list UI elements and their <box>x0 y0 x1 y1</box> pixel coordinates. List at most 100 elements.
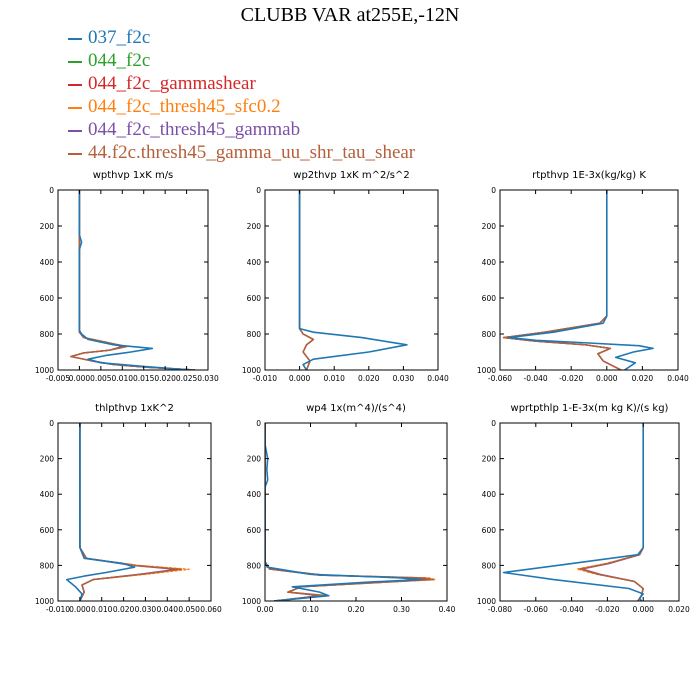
x-tick-label: -0.040 <box>524 374 548 383</box>
x-tick-label: 0.010 <box>323 374 345 383</box>
plot-frame <box>57 189 209 371</box>
y-tick-label: 1000 <box>35 597 54 606</box>
y-tick-label: 600 <box>247 294 262 303</box>
y-tick-label: 400 <box>482 258 497 267</box>
series-group <box>70 190 196 370</box>
y-tick-label: 1000 <box>242 597 261 606</box>
figure-title: CLUBB VAR at255E,-12N <box>240 4 460 26</box>
y-tick-label: 400 <box>247 258 262 267</box>
series-line <box>502 190 622 370</box>
series-line <box>265 423 437 601</box>
y-tick-label: 0 <box>49 419 54 428</box>
series-line <box>70 190 196 370</box>
y-tick-label: 0 <box>256 419 261 428</box>
legend-item: 44.f2c.thresh45_gamma_uu_shr_tau_shear <box>68 141 415 164</box>
y-tick-label: 600 <box>247 526 262 535</box>
y-tick-label: 800 <box>482 330 497 339</box>
chart-title: thlpthvp 1xK^2 <box>95 403 174 414</box>
series-group <box>265 423 437 601</box>
series-line <box>579 423 644 601</box>
series-line <box>65 423 136 601</box>
x-tick-label: 0.020 <box>632 374 654 383</box>
y-tick-label: 1000 <box>35 366 54 375</box>
plot-frame <box>264 422 448 602</box>
series-line <box>70 190 196 370</box>
legend-swatch <box>68 152 82 155</box>
series-line <box>79 423 182 601</box>
y-tick-label: 0 <box>491 186 496 195</box>
x-tick-label: 0.010 <box>91 605 113 614</box>
x-tick-label: -0.010 <box>46 605 70 614</box>
series-line <box>298 190 315 370</box>
series-line <box>298 190 315 370</box>
y-tick-label: 800 <box>40 330 55 339</box>
y-tick-label: 200 <box>247 222 262 231</box>
chart-panel: rtpthvp 1E-3x(kg/kg) K -0.060 -0.040 -0.020… <box>477 170 689 383</box>
legend-swatch <box>68 60 82 63</box>
x-tick-label: 0.40 <box>439 605 456 614</box>
legend-label: 044_f2c_thresh45_sfc0.2 <box>88 96 281 117</box>
x-tick-label: 0.025 <box>176 374 198 383</box>
y-tick-label: 1000 <box>477 366 496 375</box>
series-line <box>298 190 315 370</box>
y-tick-label: 600 <box>482 294 497 303</box>
legend-item: 044_f2c_gammashear <box>68 72 415 95</box>
x-tick-label: -0.020 <box>559 374 583 383</box>
y-tick-label: 800 <box>482 561 497 570</box>
y-tick-label: 400 <box>247 490 262 499</box>
x-tick-label: 0.040 <box>427 374 449 383</box>
y-tick-label: 0 <box>491 419 496 428</box>
x-tick-label: 0.020 <box>358 374 380 383</box>
chart-title: wp2thvp 1xK m^2/s^2 <box>293 170 409 181</box>
chart-panel: wprtpthlp 1-E-3x(m kg K)/(s kg) -0.080 -0.… <box>477 403 690 614</box>
series-line <box>265 423 435 601</box>
x-tick-label: 0.00 <box>257 605 274 614</box>
x-tick-label: 0.000 <box>289 374 311 383</box>
y-tick-label: 800 <box>247 561 262 570</box>
legend-item: 044_f2c <box>68 49 415 72</box>
x-tick-label: 0.000 <box>596 374 618 383</box>
series-line <box>70 190 196 370</box>
y-tick-label: 600 <box>40 294 55 303</box>
x-tick-label: 0.010 <box>112 374 134 383</box>
series-group <box>502 190 654 370</box>
x-tick-label: 0.040 <box>157 605 179 614</box>
plot-frame <box>264 189 439 371</box>
series-line <box>265 423 421 601</box>
y-tick-label: 0 <box>256 186 261 195</box>
x-tick-label: 0.020 <box>113 605 135 614</box>
series-group <box>65 423 190 601</box>
series-line <box>576 423 644 601</box>
legend-swatch <box>68 106 82 109</box>
series-group <box>298 190 408 370</box>
x-tick-label: -0.060 <box>524 605 548 614</box>
x-tick-label: 0.020 <box>154 374 176 383</box>
x-tick-label: 0.30 <box>393 605 410 614</box>
x-tick-label: 0.030 <box>393 374 415 383</box>
series-line <box>578 423 644 601</box>
legend-label: 044_f2c_gammashear <box>88 73 256 94</box>
series-line <box>579 423 644 601</box>
x-tick-label: -0.005 <box>46 374 70 383</box>
x-tick-label: 0.060 <box>200 605 222 614</box>
x-tick-label: 0.040 <box>667 374 689 383</box>
y-tick-label: 800 <box>247 330 262 339</box>
x-tick-label: 0.000 <box>69 374 91 383</box>
plot-frame <box>499 189 679 371</box>
y-tick-label: 0 <box>49 186 54 195</box>
chart-title: wpthvp 1xK m/s <box>93 170 174 181</box>
legend-swatch <box>68 129 82 132</box>
y-tick-label: 600 <box>482 526 497 535</box>
x-tick-label: -0.040 <box>560 605 584 614</box>
legend-swatch <box>68 83 82 86</box>
y-tick-label: 600 <box>40 526 55 535</box>
series-line <box>581 423 644 601</box>
y-tick-label: 400 <box>40 258 55 267</box>
series-line <box>508 190 654 370</box>
x-tick-label: -0.060 <box>488 374 512 383</box>
series-line <box>298 190 408 370</box>
x-tick-label: 0.000 <box>632 605 654 614</box>
legend-label: 044_f2c_thresh45_gammab <box>88 119 301 140</box>
